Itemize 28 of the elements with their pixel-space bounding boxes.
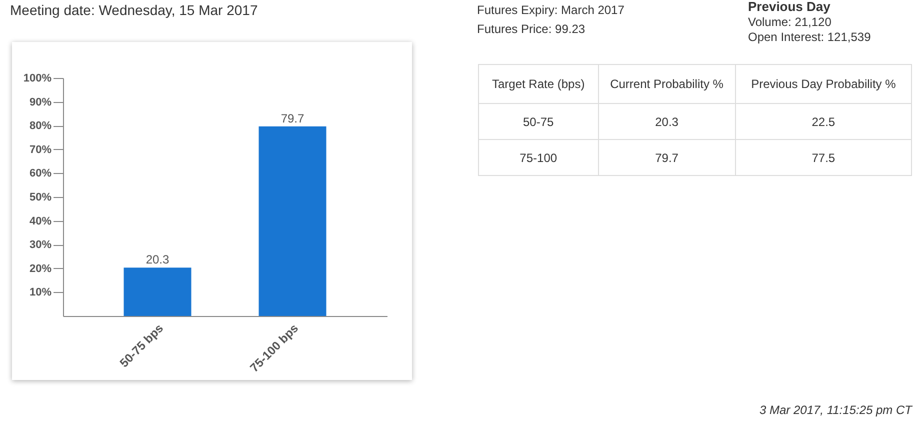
text: Current Probability % bbox=[598, 64, 736, 104]
chart-title: Meeting date: Wednesday, 15 Mar 2017 bbox=[10, 2, 258, 18]
y-tick-label: 30% bbox=[29, 239, 52, 252]
text: Previous Day bbox=[748, 0, 830, 14]
y-tick-label: 40% bbox=[29, 215, 52, 228]
text: Previous Day Probability % bbox=[735, 64, 912, 104]
category-label: 75-100 bbox=[478, 140, 598, 176]
y-tick-label: 80% bbox=[29, 120, 52, 132]
data-label: 20.3 bbox=[598, 104, 736, 140]
y-tick-label: 60% bbox=[29, 168, 52, 180]
data-label: 79.7 bbox=[598, 140, 736, 176]
y-tick-label: 90% bbox=[29, 96, 52, 108]
category-label: 50-75 bbox=[478, 104, 598, 140]
text: Futures Expiry: March 2017 bbox=[477, 3, 624, 17]
text: Open Interest: 121,539 bbox=[748, 30, 871, 44]
text: Volume: 21,120 bbox=[748, 15, 832, 29]
text: Target Rate (bps) bbox=[478, 64, 598, 104]
y-tick-label: 50% bbox=[29, 192, 52, 204]
y-tick-label: 100% bbox=[23, 72, 52, 84]
text: Futures Price: 99.23 bbox=[477, 22, 586, 36]
data-label: 77.5 bbox=[735, 140, 912, 176]
y-tick-label: 10% bbox=[29, 286, 52, 299]
text: 3 Mar 2017, 11:15:25 pm CT bbox=[759, 403, 912, 417]
data-label: 22.5 bbox=[735, 104, 912, 140]
y-tick-label: 70% bbox=[29, 144, 52, 156]
data-label: 20.3 bbox=[146, 252, 170, 267]
data-label: 79.7 bbox=[280, 111, 304, 126]
y-tick-label: 20% bbox=[29, 262, 52, 275]
